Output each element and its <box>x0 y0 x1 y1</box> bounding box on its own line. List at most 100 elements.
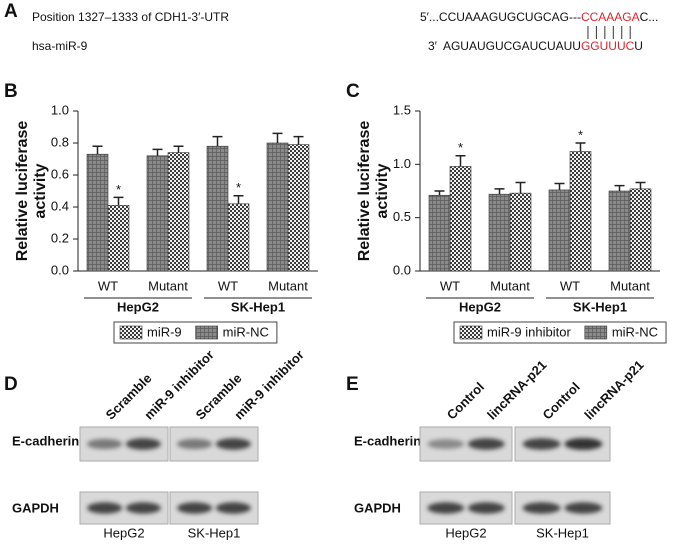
bar <box>146 155 169 272</box>
blot-band <box>215 438 251 450</box>
panel-letter: C <box>346 81 360 102</box>
error-bar <box>614 184 625 191</box>
group-label: HepG2 <box>459 299 501 314</box>
y-tick-label: 0.0 <box>51 262 69 277</box>
blot-band <box>564 438 603 450</box>
error-bar <box>494 188 505 195</box>
blot-band <box>177 438 213 450</box>
sequence-part: 5′...CCUAAAGUGCUGCAG <box>420 10 569 24</box>
error-bar <box>434 190 445 196</box>
blot-band <box>87 438 123 450</box>
group-label: SK-Hep1 <box>231 299 285 314</box>
blot-band <box>177 502 213 514</box>
sequence-part: GGUUUC <box>581 39 635 53</box>
legend-label: miR-9 <box>147 324 182 339</box>
utr-sequence: 5′...CCUAAAGUGCUGCAG---CCAAAGAC... <box>420 10 658 24</box>
error-bar <box>233 195 244 204</box>
y-axis-label-line: Relative luciferase <box>356 121 373 262</box>
mirna-sequence: 3′ AGUAUGUCGAUCUAUUGGUUUCU <box>428 39 643 53</box>
bar <box>266 142 289 272</box>
x-tick-label: Mutant <box>148 278 188 293</box>
y-tick-label: 0.0 <box>393 262 411 277</box>
sequence-part: 3′ <box>428 39 438 53</box>
y-tick-label: 1.0 <box>51 102 69 117</box>
blot-band <box>125 438 161 450</box>
error-bar <box>92 145 103 155</box>
significance-star: * <box>578 127 583 142</box>
x-tick-label: WT <box>98 278 118 293</box>
cell-line-label: HepG2 <box>103 525 144 540</box>
bar <box>206 145 229 272</box>
blot-band <box>522 502 561 514</box>
sequence-part: --- <box>569 10 581 24</box>
cell-line-label: SK-Hep1 <box>536 525 589 540</box>
legend-swatch <box>584 325 608 340</box>
error-bar <box>212 135 223 147</box>
x-tick-label: WT <box>218 278 238 293</box>
row-label: E-cadherin <box>12 433 79 448</box>
blot-band <box>87 502 123 514</box>
x-tick-label: Mutant <box>610 278 650 293</box>
lane-label: miR-9 inhibitor <box>231 347 306 422</box>
legend-swatch <box>459 325 483 340</box>
blot-band <box>467 438 505 450</box>
y-tick-label: 1.0 <box>393 156 411 171</box>
bar <box>548 189 571 272</box>
error-bar <box>455 155 466 167</box>
base-pairs <box>587 26 631 39</box>
blot-band <box>427 439 465 449</box>
blot-band <box>564 502 603 514</box>
bar <box>488 193 511 272</box>
bar <box>449 166 472 272</box>
lane-label: Control <box>444 379 487 422</box>
bar <box>86 153 109 272</box>
legend-label: miR-9 inhibitor <box>487 324 571 339</box>
blot-band <box>467 502 505 514</box>
lane-label: Control <box>540 379 583 422</box>
bar <box>569 151 592 272</box>
blot-band <box>125 502 161 514</box>
error-bar <box>272 132 283 143</box>
x-tick-label: WT <box>560 278 580 293</box>
bar <box>608 190 631 272</box>
significance-star: * <box>236 180 241 195</box>
legend-label: miR-NC <box>223 324 269 339</box>
sequence-part: AGUAUGUCGAUCUAUU <box>443 39 581 53</box>
y-axis-label: Relative luciferaseactivity <box>356 121 391 262</box>
panel-letter: D <box>4 374 18 395</box>
legend-swatch <box>119 325 143 340</box>
x-tick-label: WT <box>440 278 460 293</box>
cell-line-label: HepG2 <box>445 525 486 540</box>
legend-box <box>453 321 667 344</box>
bar <box>509 192 532 272</box>
panel-letter: E <box>346 374 359 395</box>
legend-box <box>113 321 278 344</box>
row-label: GAPDH <box>354 500 401 515</box>
y-axis-label-line: activity <box>32 163 49 218</box>
y-tick-label: 0.6 <box>51 166 69 181</box>
blot-band <box>427 502 465 514</box>
sequence-part: CCAAAGA <box>581 10 640 24</box>
y-axis-label-line: activity <box>374 163 391 218</box>
significance-star: * <box>116 182 121 197</box>
panel-letter: A <box>4 1 18 22</box>
y-axis-label-line: Relative luciferase <box>14 121 31 262</box>
bar <box>287 144 310 272</box>
legend-label: miR-NC <box>612 324 658 339</box>
sequence-part: C... <box>640 10 659 24</box>
mirna-label: hsa-miR-9 <box>32 39 88 53</box>
error-bar <box>515 181 526 194</box>
error-bar <box>152 148 163 156</box>
row-label: E-cadherin <box>354 433 421 448</box>
bar <box>629 188 652 272</box>
row-label: GAPDH <box>12 500 59 515</box>
bar <box>167 152 190 272</box>
y-tick-label: 0.4 <box>51 198 69 213</box>
sequence-part: U <box>634 39 643 53</box>
significance-star: * <box>458 140 463 155</box>
bar <box>107 205 130 272</box>
y-tick-label: 0.2 <box>51 230 69 245</box>
error-bar <box>554 182 565 190</box>
bar <box>227 203 250 272</box>
